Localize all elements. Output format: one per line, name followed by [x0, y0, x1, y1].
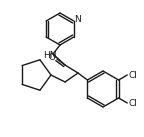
Text: O: O — [49, 54, 55, 62]
Text: HN: HN — [43, 51, 57, 59]
Text: N: N — [74, 15, 81, 24]
Text: Cl: Cl — [129, 71, 138, 79]
Text: Cl: Cl — [129, 99, 138, 108]
